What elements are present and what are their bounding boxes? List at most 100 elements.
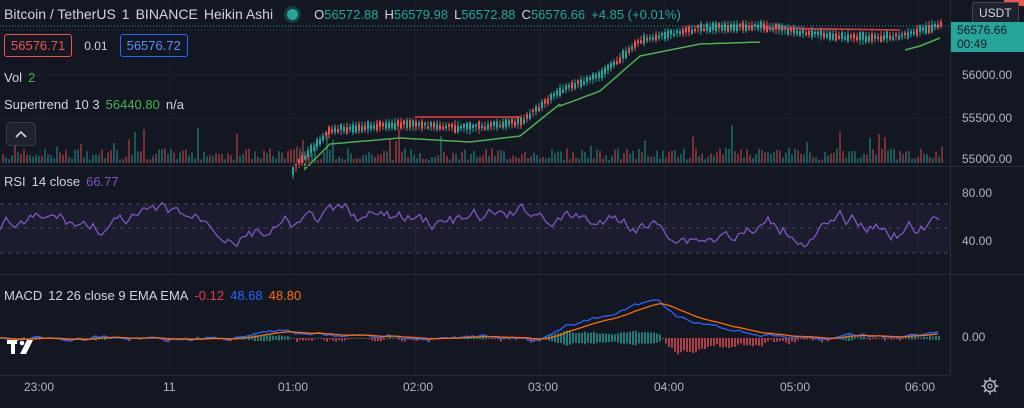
volume-bar (731, 125, 733, 163)
volume-bar (389, 138, 391, 163)
volume-bar (398, 129, 400, 163)
volume-bar (647, 155, 649, 163)
volume-bar (17, 151, 19, 163)
sell-button[interactable]: 56576.71 (4, 34, 73, 57)
macd-histogram-bar (473, 336, 475, 340)
volume-bar (809, 152, 811, 163)
time-axis[interactable] (0, 375, 950, 408)
macd-axis-label: 0.00 (962, 330, 986, 344)
volume-bar (785, 152, 787, 163)
volume-bar (383, 150, 385, 163)
macd-histogram-bar (875, 338, 877, 340)
buy-button[interactable]: 56576.72 (119, 34, 188, 57)
volume-bar (242, 154, 244, 163)
volume-bar (413, 155, 415, 163)
interval[interactable]: 1 (121, 6, 130, 22)
volume-bar (488, 156, 490, 163)
volume-bar (536, 155, 538, 163)
volume-bar (596, 149, 598, 163)
volume-bar (8, 159, 10, 163)
volume-bar (860, 157, 862, 163)
chart-style[interactable]: Heikin Ashi (203, 6, 274, 22)
volume-bar (512, 155, 514, 163)
volume-bar (545, 158, 547, 163)
price-axis[interactable] (950, 0, 1024, 375)
macd-histogram-bar (26, 338, 28, 339)
macd-histogram-bar (389, 336, 391, 340)
volume-bar (524, 151, 526, 163)
ohlc-open: O56572.88 (314, 6, 379, 22)
tradingview-logo-icon[interactable] (6, 336, 36, 358)
volume-bar (890, 148, 892, 163)
chart-area[interactable] (0, 0, 950, 375)
macd-histogram-bar (293, 338, 295, 339)
volume-bar (302, 139, 304, 163)
supertrend-down-line (764, 27, 901, 31)
volume-bar (308, 153, 310, 163)
volume-bar (203, 152, 205, 163)
volume-bar (773, 151, 775, 163)
macd-histogram-bar (677, 338, 679, 355)
volume-bar (851, 151, 853, 163)
macd-legend[interactable]: MACD 12 26 close 9 EMA EMA -0.12 48.68 4… (4, 288, 301, 303)
volume-bar (482, 155, 484, 163)
ohlc-low: L56572.88 (454, 6, 516, 22)
volume-bar (800, 153, 802, 163)
currency-button[interactable]: USDT (972, 2, 1019, 24)
macd-histogram-bar (800, 338, 802, 339)
volume-bar (506, 159, 508, 163)
volume-bar (422, 158, 424, 163)
volume-bar (32, 156, 34, 163)
volume-bar (56, 146, 58, 163)
macd-histogram-bar (806, 338, 808, 340)
macd-histogram-bar (788, 338, 790, 345)
macd-histogram-bar (797, 338, 799, 341)
macd-histogram-bar (266, 335, 268, 341)
volume-bar (29, 154, 31, 163)
volume-bar (353, 158, 355, 163)
vol-value: 2 (28, 70, 36, 85)
ohlc-close: C56576.66 (521, 6, 586, 22)
macd-histogram-bar (299, 338, 301, 340)
macd-histogram-bar (92, 336, 94, 340)
macd-histogram-bar (14, 338, 16, 342)
macd-histogram-bar (665, 338, 667, 344)
pane-separator[interactable] (0, 274, 1024, 275)
macd-histogram-bar (626, 332, 628, 344)
time-label: 01:00 (278, 380, 309, 394)
macd-histogram-bar (500, 338, 502, 342)
volume-bar (35, 154, 37, 163)
supertrend-legend[interactable]: Supertrend 10 3 56440.80 n/a (4, 97, 184, 112)
supertrend-up-line (304, 103, 561, 171)
rsi-legend[interactable]: RSI 14 close 66.77 (4, 174, 119, 189)
gear-icon[interactable] (980, 376, 1000, 396)
volume-bar (869, 137, 871, 163)
symbol-name[interactable]: Bitcoin / TetherUS (4, 6, 116, 22)
volume-bar (65, 149, 67, 163)
macd-histogram-bar (356, 338, 358, 339)
pane-separator[interactable] (0, 166, 1024, 167)
macd-histogram-bar (647, 332, 649, 344)
volume-bar (233, 159, 235, 163)
volume-bar (803, 154, 805, 163)
time-label: 06:00 (905, 380, 936, 394)
price-change: +4.85 (+0.01%) (591, 6, 681, 22)
volume-bar (329, 149, 331, 163)
volume-bar (62, 154, 64, 163)
volume-legend[interactable]: Vol 2 (4, 70, 35, 85)
macd-params: 12 26 close 9 EMA EMA (48, 288, 189, 303)
rsi-label: RSI (4, 174, 26, 189)
macd-histogram-bar (614, 334, 616, 342)
volume-bar (911, 158, 913, 163)
chart-canvas[interactable] (0, 0, 950, 375)
volume-bar (887, 150, 889, 163)
macd-histogram-bar (569, 331, 571, 345)
collapse-legend-button[interactable] (6, 122, 36, 146)
macd-histogram-bar (761, 338, 763, 347)
volume-bar (602, 158, 604, 163)
volume-bar (107, 152, 109, 163)
macd-histogram-bar (584, 331, 586, 345)
volume-bar (812, 157, 814, 163)
macd-histogram-bar (572, 332, 574, 344)
volume-bar (671, 150, 673, 163)
